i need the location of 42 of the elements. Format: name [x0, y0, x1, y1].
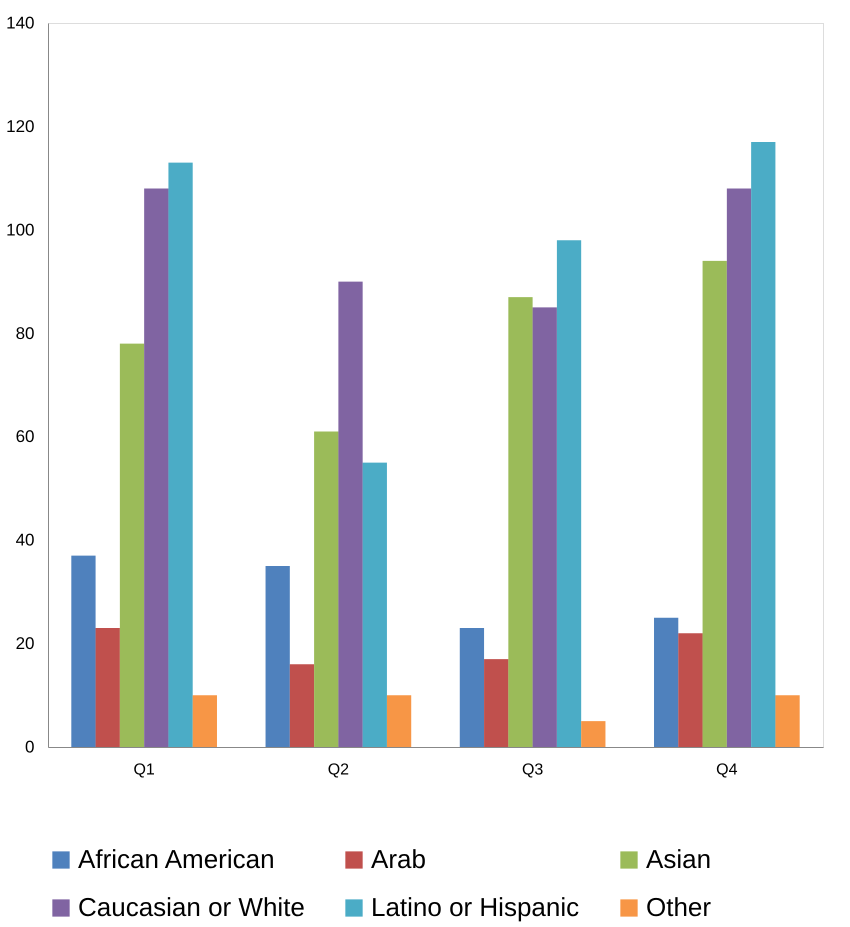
x-tick-label: Q3	[522, 762, 544, 778]
bar	[168, 162, 193, 747]
bar	[314, 432, 338, 747]
bar	[581, 721, 606, 747]
bar	[338, 282, 363, 747]
bar	[508, 297, 533, 747]
y-tick-label: 100	[6, 220, 34, 240]
y-tick-label: 120	[6, 116, 34, 136]
x-tick-label: Q1	[133, 762, 155, 778]
legend-label: Other	[646, 892, 712, 922]
bar	[266, 566, 290, 747]
bar	[386, 695, 412, 747]
bar	[362, 462, 387, 747]
legend-label: Arab	[371, 844, 426, 874]
bar	[556, 240, 582, 747]
bar	[144, 188, 168, 747]
bar	[532, 307, 557, 747]
bar	[120, 344, 144, 747]
legend-label: Asian	[646, 844, 712, 874]
legend-label: Latino or Hispanic	[371, 892, 580, 922]
bar	[678, 633, 703, 747]
legend-label: Caucasian or White	[78, 892, 305, 922]
bar	[751, 142, 776, 747]
bar	[290, 664, 314, 747]
bar	[775, 695, 800, 747]
y-tick-label: 80	[16, 324, 34, 343]
bar	[96, 628, 120, 747]
x-tick-label: Q2	[328, 762, 350, 778]
bar	[192, 695, 217, 747]
bar	[654, 618, 678, 747]
legend-label: African American	[78, 844, 275, 874]
x-tick-label: Q4	[716, 762, 738, 778]
y-tick-label: 60	[16, 427, 34, 446]
bar	[460, 628, 484, 747]
y-tick-label: 40	[16, 530, 34, 550]
bar	[484, 659, 508, 747]
y-tick-label: 0	[25, 738, 34, 756]
bar	[702, 260, 727, 747]
bar	[726, 188, 752, 747]
y-tick-label: 20	[16, 634, 34, 654]
y-tick-label: 140	[6, 14, 34, 32]
bar	[71, 556, 96, 747]
